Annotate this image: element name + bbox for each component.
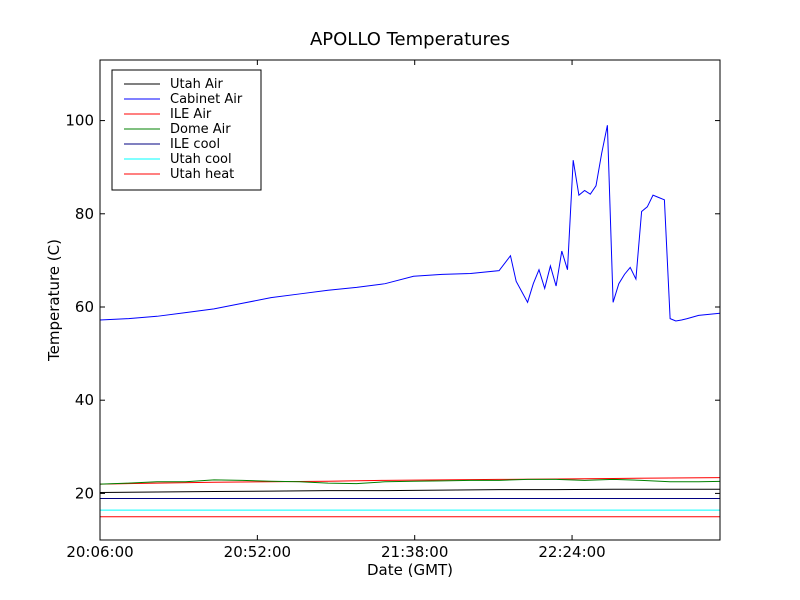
y-tick-label: 80 bbox=[75, 205, 94, 223]
legend-entry-utah-cool: Utah cool bbox=[170, 152, 232, 167]
legend-entry-utah-heat: Utah heat bbox=[170, 167, 234, 182]
legend-entry-cabinet-air: Cabinet Air bbox=[170, 92, 243, 107]
chart-title: APOLLO Temperatures bbox=[310, 29, 510, 50]
series-line-dome-air bbox=[100, 478, 720, 485]
y-tick-label: 100 bbox=[65, 112, 94, 130]
legend-entry-ile-cool: ILE cool bbox=[170, 137, 220, 152]
y-tick-label: 20 bbox=[75, 484, 94, 502]
y-tick-label: 40 bbox=[75, 391, 94, 409]
ticks-layer: 20 40 60 80 100 20:06:00 20:52:00 21:38:00 22:24… bbox=[65, 60, 720, 561]
plot-frame bbox=[99, 59, 721, 541]
legend-box bbox=[111, 69, 262, 191]
series-layer bbox=[100, 125, 720, 518]
x-tick-label: 20:06:00 bbox=[66, 543, 133, 561]
y-tick-label: 60 bbox=[75, 298, 94, 316]
legend-entry-ile-air: ILE Air bbox=[170, 107, 212, 122]
x-axis-label: Date (GMT) bbox=[367, 561, 453, 579]
legend-entry-utah-air: Utah Air bbox=[170, 77, 223, 92]
x-tick-label: 20:52:00 bbox=[224, 543, 291, 561]
x-tick-label: 22:24:00 bbox=[538, 543, 605, 561]
series-line-cabinet-air bbox=[100, 125, 720, 322]
series-line-utah-air bbox=[100, 488, 720, 493]
x-tick-label: 21:38:00 bbox=[381, 543, 448, 561]
y-axis-label: Temperature (C) bbox=[45, 239, 63, 362]
legend-entry-dome-air: Dome Air bbox=[170, 122, 231, 137]
